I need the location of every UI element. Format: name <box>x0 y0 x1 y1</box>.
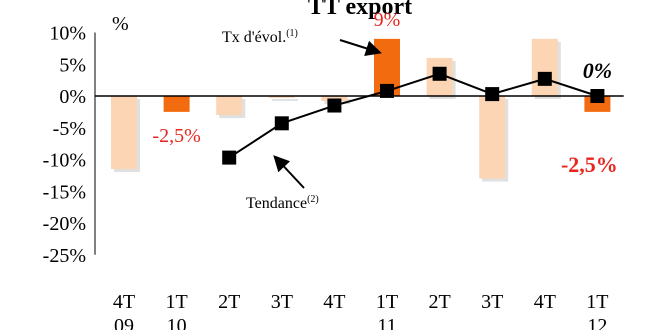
bar <box>531 38 558 96</box>
x-tick-label-quarter: 3T <box>271 291 293 313</box>
data-label: -2,5% <box>561 152 618 177</box>
callout-arrow-trend <box>273 155 305 189</box>
y-tick-label: 0% <box>59 86 86 108</box>
data-label: 9% <box>374 9 401 31</box>
y-axis-unit: % <box>112 13 129 35</box>
x-tick-label-quarter: 1T <box>165 291 187 313</box>
bar <box>163 96 190 112</box>
y-tick-label: -5% <box>53 118 86 140</box>
x-tick-label-quarter: 3T <box>481 291 503 313</box>
trend-point <box>432 66 447 81</box>
x-tick-label-year: 09 <box>114 315 134 330</box>
y-tick-label: -15% <box>43 181 86 203</box>
legend-label-trend: Tendance(2) <box>246 194 319 212</box>
bar-shadow <box>271 99 298 101</box>
y-tick-label: -25% <box>43 245 86 267</box>
bar <box>216 96 243 116</box>
x-tick-label-year: 12 <box>587 315 607 330</box>
data-label: 0% <box>583 58 612 83</box>
data-annotations: -2,5% 9% 0% -2,5% <box>152 9 617 177</box>
bar <box>111 96 137 170</box>
x-tick-label-quarter: 1T <box>376 291 398 313</box>
bars <box>111 38 611 182</box>
bar <box>479 96 506 179</box>
legend-callout-rate: Tx d'évol.(1) <box>222 28 382 57</box>
x-tick-label-quarter: 4T <box>113 291 135 313</box>
x-tick-label-quarter: 4T <box>323 291 345 313</box>
trend-point <box>327 98 342 113</box>
trend-point <box>380 83 394 98</box>
x-axis-labels: 4T 09 1T 10 2T 3T 4T 1T 11 2T 3T 4T 1T 12 <box>113 291 609 330</box>
trend-series <box>222 66 605 165</box>
x-tick-label-quarter: 1T <box>586 291 608 313</box>
x-tick-label-quarter: 4T <box>534 291 556 313</box>
y-tick-label: -10% <box>43 150 86 172</box>
trend-point <box>590 89 605 103</box>
x-tick-label-year: 10 <box>167 315 187 330</box>
y-tick-label: 10% <box>49 23 86 45</box>
trend-point <box>222 150 237 165</box>
trend-point <box>274 116 289 131</box>
trend-line <box>228 72 598 159</box>
x-tick-label-year: 11 <box>377 315 396 330</box>
trend-point <box>485 87 500 102</box>
bar <box>268 96 295 98</box>
y-axis-tick-labels: 10% 5% 0% -5% -10% -15% -20% -25% <box>43 23 86 267</box>
data-label: -2,5% <box>152 125 200 147</box>
y-tick-label: 5% <box>59 54 86 76</box>
x-tick-label-quarter: 2T <box>428 291 450 313</box>
chart-title: TT export <box>308 0 412 20</box>
y-tick-label: -20% <box>43 213 86 235</box>
x-tick-label-quarter: 2T <box>218 291 240 313</box>
legend-label-rate: Tx d'évol.(1) <box>222 28 298 46</box>
legend-callout-trend: Tendance(2) <box>246 155 319 212</box>
callout-arrow-rate <box>339 39 382 57</box>
trend-point <box>537 71 552 86</box>
